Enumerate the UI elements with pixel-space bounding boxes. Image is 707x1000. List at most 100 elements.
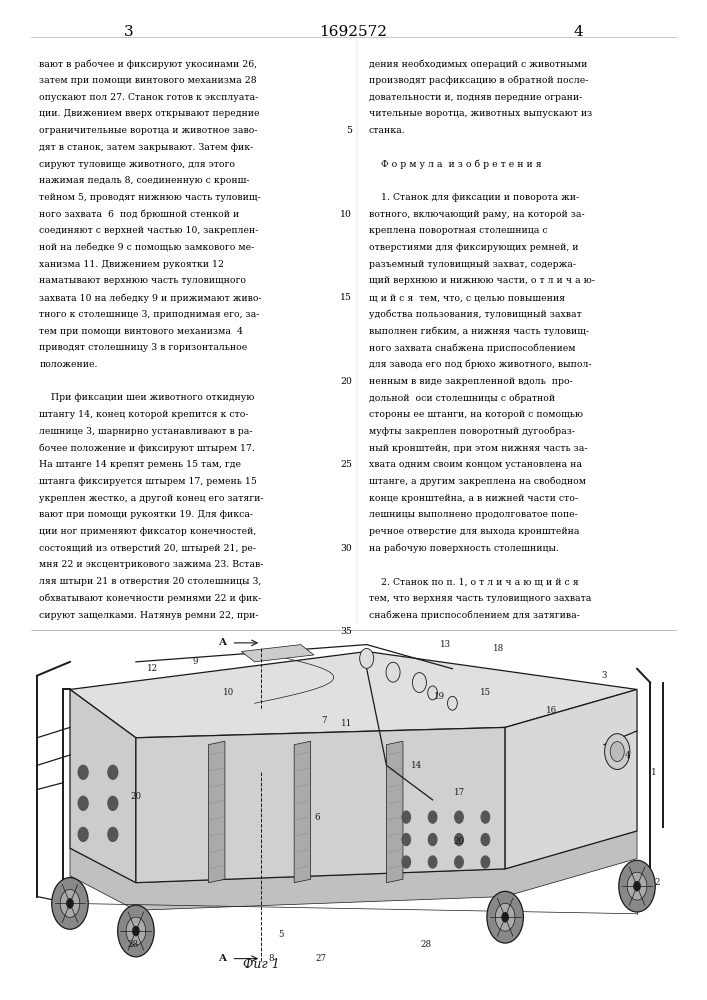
- Polygon shape: [70, 689, 136, 883]
- Text: креплена поворотная столешница с: креплена поворотная столешница с: [369, 226, 547, 235]
- Text: снабжена приспособлением для затягива-: снабжена приспособлением для затягива-: [369, 611, 580, 620]
- Text: бочее положение и фиксируют штырем 17.: бочее положение и фиксируют штырем 17.: [40, 444, 255, 453]
- Text: ляя штыри 21 в отверстия 20 столешницы 3,: ляя штыри 21 в отверстия 20 столешницы 3…: [40, 577, 262, 586]
- Text: 17: 17: [453, 788, 464, 797]
- Text: 1: 1: [650, 768, 656, 777]
- Circle shape: [386, 662, 400, 682]
- Text: 35: 35: [340, 627, 352, 636]
- Text: затем при помощи винтового механизма 28: затем при помощи винтового механизма 28: [40, 76, 257, 85]
- Text: приводят столешницу 3 в горизонтальное: приводят столешницу 3 в горизонтальное: [40, 343, 247, 352]
- Text: щ и й с я  тем, что, с целью повышения: щ и й с я тем, что, с целью повышения: [369, 293, 565, 302]
- Text: 19: 19: [433, 692, 445, 701]
- Polygon shape: [209, 741, 225, 883]
- Text: лешницы выполнено продолговатое попе-: лешницы выполнено продолговатое попе-: [369, 510, 578, 519]
- Text: для завода его под брюхо животного, выпол-: для завода его под брюхо животного, выпо…: [369, 360, 592, 369]
- Text: 27: 27: [315, 954, 326, 963]
- Text: ции ног применяют фиксатор конечностей,: ции ног применяют фиксатор конечностей,: [40, 527, 257, 536]
- Circle shape: [402, 856, 411, 868]
- Text: ного захвата  6  под брюшной стенкой и: ного захвата 6 под брюшной стенкой и: [40, 210, 240, 219]
- Text: выполнен гибким, а нижняя часть туловищ-: выполнен гибким, а нижняя часть туловищ-: [369, 327, 589, 336]
- Text: 25: 25: [340, 460, 352, 469]
- Circle shape: [428, 811, 437, 823]
- Circle shape: [481, 811, 489, 823]
- Text: тем при помощи винтового механизма  4: тем при помощи винтового механизма 4: [40, 327, 243, 336]
- Text: станка.: станка.: [369, 126, 406, 135]
- Circle shape: [78, 796, 88, 810]
- Text: штанга фиксируется штырем 17, ремень 15: штанга фиксируется штырем 17, ремень 15: [40, 477, 257, 486]
- Text: 5: 5: [279, 930, 284, 939]
- Circle shape: [428, 834, 437, 846]
- Circle shape: [502, 912, 508, 922]
- Text: 8: 8: [268, 954, 274, 963]
- Text: тейном 5, проводят нижнюю часть туловищ-: тейном 5, проводят нижнюю часть туловищ-: [40, 193, 261, 202]
- Text: 2. Станок по п. 1, о т л и ч а ю щ и й с я: 2. Станок по п. 1, о т л и ч а ю щ и й с…: [369, 577, 578, 586]
- Circle shape: [78, 827, 88, 841]
- Text: опускают пол 27. Станок готов к эксплуата-: опускают пол 27. Станок готов к эксплуат…: [40, 93, 259, 102]
- Text: чительные воротца, животных выпускают из: чительные воротца, животных выпускают из: [369, 109, 592, 118]
- Text: 28: 28: [127, 940, 138, 949]
- Text: дения необходимых операций с животными: дения необходимых операций с животными: [369, 59, 588, 69]
- Text: вают при помощи рукоятки 19. Для фикса-: вают при помощи рукоятки 19. Для фикса-: [40, 510, 253, 519]
- Text: дят в станок, затем закрывают. Затем фик-: дят в станок, затем закрывают. Затем фик…: [40, 143, 254, 152]
- Text: лешнице 3, шарнирно устанавливают в ра-: лешнице 3, шарнирно устанавливают в ра-: [40, 427, 253, 436]
- Text: 15: 15: [480, 688, 491, 697]
- Circle shape: [108, 827, 118, 841]
- Text: ного захвата снабжена приспособлением: ного захвата снабжена приспособлением: [369, 343, 575, 353]
- Text: 1. Станок для фиксации и поворота жи-: 1. Станок для фиксации и поворота жи-: [369, 193, 579, 202]
- Text: 14: 14: [411, 761, 421, 770]
- Circle shape: [52, 878, 88, 929]
- Text: ной на лебедке 9 с помощью замкового ме-: ной на лебедке 9 с помощью замкового ме-: [40, 243, 255, 252]
- Text: довательности и, подняв передние ограни-: довательности и, подняв передние ограни-: [369, 93, 582, 102]
- Text: 10: 10: [223, 688, 234, 697]
- Circle shape: [496, 903, 515, 931]
- Text: 5: 5: [346, 126, 352, 135]
- Polygon shape: [70, 831, 637, 910]
- Circle shape: [604, 734, 630, 769]
- Text: положение.: положение.: [40, 360, 98, 369]
- Circle shape: [126, 917, 146, 945]
- Text: сируют туловище животного, для этого: сируют туловище животного, для этого: [40, 160, 235, 169]
- Circle shape: [60, 889, 80, 917]
- Text: ный кронштейн, при этом нижняя часть за-: ный кронштейн, при этом нижняя часть за-: [369, 444, 588, 453]
- Circle shape: [132, 926, 139, 936]
- Circle shape: [627, 872, 647, 900]
- Circle shape: [412, 673, 426, 693]
- Text: муфты закреплен поворотный дугообраз-: муфты закреплен поворотный дугообраз-: [369, 427, 575, 436]
- Text: тного к столешнице 3, приподнимая его, за-: тного к столешнице 3, приподнимая его, з…: [40, 310, 259, 319]
- Circle shape: [455, 856, 463, 868]
- Text: 30: 30: [340, 544, 352, 553]
- Text: производят расфиксацию в обратной после-: производят расфиксацию в обратной после-: [369, 76, 588, 85]
- Circle shape: [455, 834, 463, 846]
- Circle shape: [360, 648, 374, 668]
- Circle shape: [428, 686, 438, 700]
- Text: ции. Движением вверх открывают передние: ции. Движением вверх открывают передние: [40, 109, 259, 118]
- Text: 13: 13: [440, 640, 451, 649]
- Text: ненным в виде закрепленной вдоль  про-: ненным в виде закрепленной вдоль про-: [369, 377, 573, 386]
- Text: A: A: [218, 638, 226, 647]
- Circle shape: [78, 765, 88, 779]
- Text: 16: 16: [546, 706, 557, 715]
- Text: удобства пользования, туловищный захват: удобства пользования, туловищный захват: [369, 310, 582, 319]
- Text: 9: 9: [192, 657, 198, 666]
- Text: 2: 2: [654, 878, 660, 887]
- Text: ограничительные воротца и животное зaво-: ограничительные воротца и животное зaво-: [40, 126, 258, 135]
- Text: При фиксации шеи животного откидную: При фиксации шеи животного откидную: [40, 393, 255, 402]
- Circle shape: [487, 891, 523, 943]
- Circle shape: [108, 796, 118, 810]
- Polygon shape: [136, 727, 506, 883]
- Text: 12: 12: [147, 664, 158, 673]
- Circle shape: [108, 765, 118, 779]
- Text: на рабочую поверхность столешницы.: на рабочую поверхность столешницы.: [369, 544, 559, 553]
- Text: 3: 3: [124, 25, 134, 39]
- Text: A: A: [218, 954, 226, 963]
- Text: 15: 15: [340, 293, 352, 302]
- Text: разъемный туловищный захват, содержа-: разъемный туловищный захват, содержа-: [369, 260, 576, 269]
- Circle shape: [481, 834, 489, 846]
- Text: ханизма 11. Движением рукоятки 12: ханизма 11. Движением рукоятки 12: [40, 260, 224, 269]
- Text: сируют защелками. Натянув ремни 22, при-: сируют защелками. Натянув ремни 22, при-: [40, 611, 259, 620]
- Text: хвата одним своим концом установлена на: хвата одним своим концом установлена на: [369, 460, 582, 469]
- Text: 1692572: 1692572: [320, 25, 387, 39]
- Circle shape: [448, 696, 457, 710]
- Text: щий верхнюю и нижнюю части, о т л и ч а ю-: щий верхнюю и нижнюю части, о т л и ч а …: [369, 276, 595, 285]
- Text: 4: 4: [573, 25, 583, 39]
